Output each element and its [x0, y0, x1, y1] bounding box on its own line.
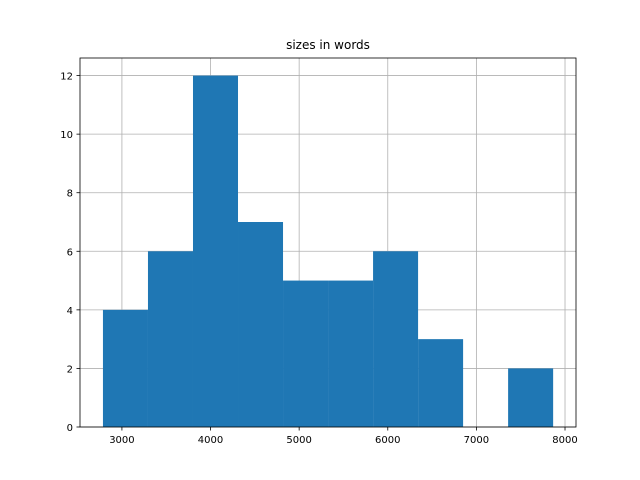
y-tick-label: 12	[60, 72, 73, 83]
x-tick-label: 5000	[286, 435, 311, 446]
bar	[192, 75, 239, 428]
x-tick-label: 8000	[552, 435, 577, 446]
bar	[373, 251, 419, 427]
y-tick-label: 6	[67, 247, 73, 258]
axes: 3000 4000 5000 6000 7000 8000 0 2 4 6 8 10 12	[60, 57, 578, 446]
bar	[238, 222, 284, 427]
bars	[102, 75, 554, 428]
x-tick-label: 3000	[109, 435, 134, 446]
bar	[102, 309, 148, 427]
y-tick-label: 8	[67, 189, 73, 200]
y-tick-label: 4	[67, 306, 73, 317]
bar	[508, 368, 554, 427]
bar	[147, 251, 193, 427]
x-tick-label: 4000	[198, 435, 223, 446]
y-tick-label: 2	[67, 364, 73, 375]
x-tick-label: 6000	[375, 435, 400, 446]
bar	[328, 280, 374, 427]
y-tick-label: 10	[60, 130, 73, 141]
x-tick-label: 7000	[464, 435, 489, 446]
chart-title: sizes in words	[286, 38, 370, 52]
bar	[283, 280, 329, 427]
bar	[418, 339, 464, 427]
y-tick-label: 0	[67, 423, 73, 434]
axes-frame	[79, 57, 577, 428]
